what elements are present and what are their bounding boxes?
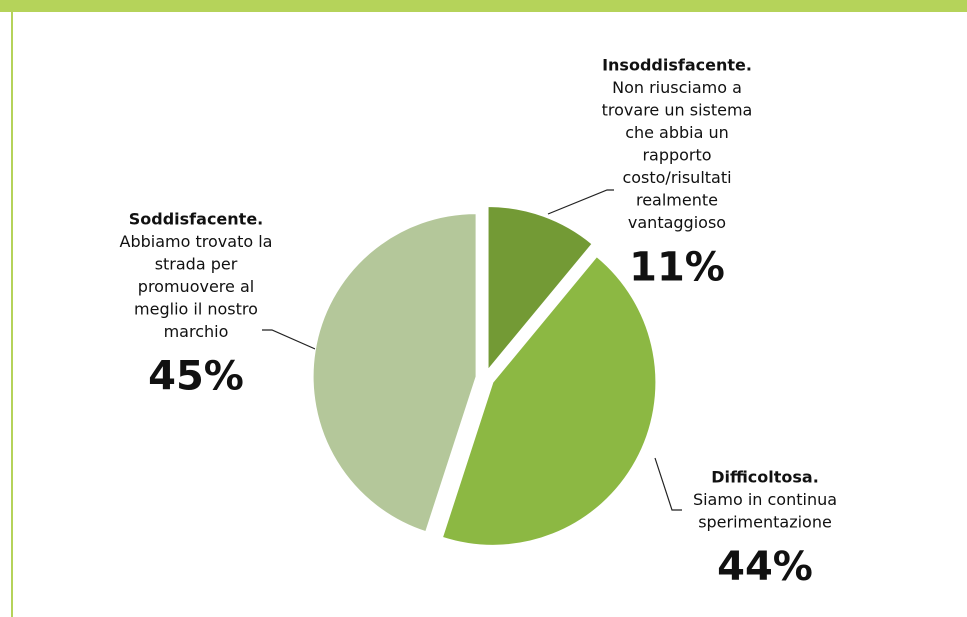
category-label: Soddisfacente. xyxy=(129,210,264,229)
value-label: 11% xyxy=(629,245,725,291)
leader-line xyxy=(654,457,682,511)
description-line: Siamo in continua xyxy=(693,490,837,509)
pie-slice xyxy=(441,256,657,546)
description-line: rapporto xyxy=(642,146,711,165)
description-line: Abbiamo trovato la xyxy=(120,232,273,251)
top-bar xyxy=(0,0,967,12)
pie-slice xyxy=(312,213,477,533)
description-line: che abbia un xyxy=(625,123,729,142)
description-line: vantaggioso xyxy=(628,213,726,232)
leader-line xyxy=(262,329,323,353)
category-label: Difficoltosa. xyxy=(711,468,819,487)
value-label: 45% xyxy=(148,354,244,400)
description-line: Non riusciamo a xyxy=(612,78,742,97)
category-label: Insoddisfacente. xyxy=(602,56,752,75)
value-label: 44% xyxy=(717,544,813,590)
description-line: trovare un sistema xyxy=(602,101,753,120)
description-line: meglio il nostro xyxy=(134,300,258,319)
description-line: realmente xyxy=(636,191,718,210)
description-line: costo/risultati xyxy=(622,168,731,187)
description-line: promuovere al xyxy=(138,277,254,296)
description-line: sperimentazione xyxy=(698,513,832,532)
leader-line xyxy=(547,189,614,215)
pie-slice xyxy=(487,206,593,371)
description-line: marchio xyxy=(164,322,229,341)
left-border xyxy=(11,12,13,617)
description-line: strada per xyxy=(155,255,238,274)
